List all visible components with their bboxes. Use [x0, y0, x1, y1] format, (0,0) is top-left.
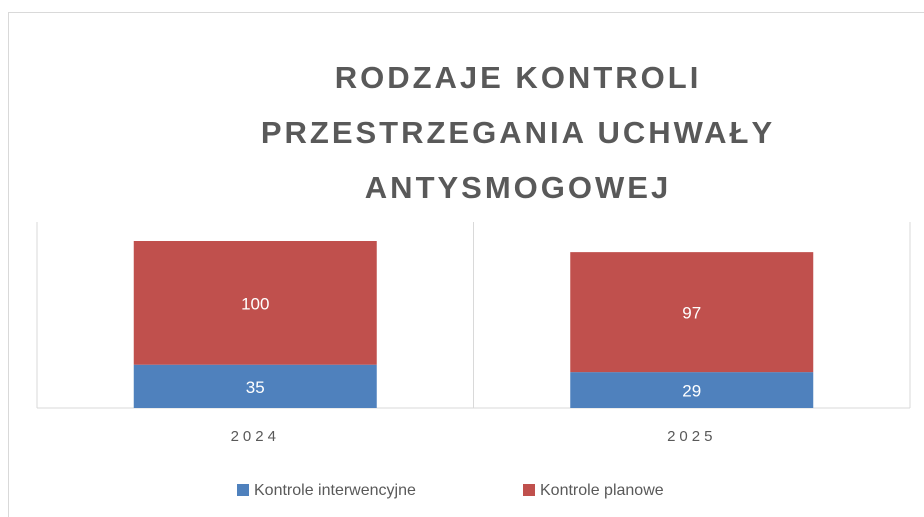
- chart-title: RODZAJE KONTROLI PRZESTRZEGANIA UCHWAŁY …: [260, 60, 776, 205]
- bar-segment: [133, 364, 377, 408]
- data-label: 29: [682, 382, 701, 401]
- legend-label: Kontrole planowe: [540, 482, 664, 499]
- bar-segment: [133, 241, 377, 365]
- legend-swatch: [523, 484, 535, 496]
- x-tick-label: 2025: [667, 428, 716, 445]
- bar-segment: [570, 252, 814, 373]
- x-tick-label: 2024: [231, 428, 280, 445]
- legend-label: Kontrole interwencyjne: [254, 482, 416, 499]
- data-label: 97: [682, 304, 701, 323]
- bar-segment: [570, 372, 814, 408]
- chart-frame: [8, 12, 924, 517]
- data-label: 35: [246, 378, 265, 397]
- data-label: 100: [241, 294, 269, 313]
- legend-swatch: [237, 484, 249, 496]
